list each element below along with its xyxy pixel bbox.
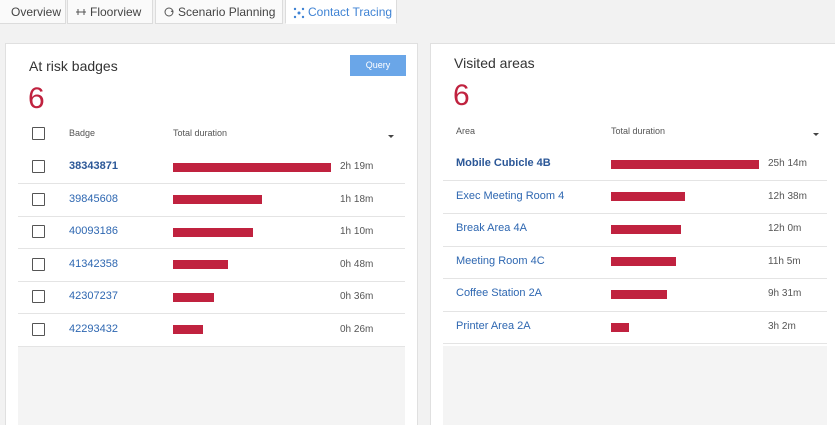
tab-icon <box>293 7 305 19</box>
row-name[interactable]: Meeting Room 4C <box>456 254 545 267</box>
tab-label: Contact Tracing <box>308 5 393 19</box>
row-separator <box>18 248 405 250</box>
count: 6 <box>28 82 45 115</box>
duration-label: 9h 31m <box>768 288 802 300</box>
duration-label: 11h 5m <box>768 255 801 267</box>
column-header: Total duration <box>173 128 228 138</box>
duration-label: 1h 10m <box>340 226 374 237</box>
tab[interactable]: Floorview <box>67 0 153 24</box>
duration-label: 12h 38m <box>768 190 807 202</box>
count: 6 <box>453 79 470 112</box>
tab-label: Overview <box>11 5 62 19</box>
row-separator <box>443 212 827 214</box>
duration-label: 0h 36m <box>340 291 374 302</box>
row-checkbox[interactable] <box>32 290 45 303</box>
duration-bar <box>611 322 629 332</box>
row-separator <box>443 245 827 247</box>
duration-label: 0h 26m <box>340 323 374 335</box>
row-name[interactable]: 39845608 <box>69 192 118 205</box>
row-separator <box>18 313 405 315</box>
duration-bar <box>611 257 676 267</box>
tab[interactable]: Scenario Planning <box>155 0 283 24</box>
row-checkbox[interactable] <box>32 257 45 271</box>
duration-label: 1h 18m <box>340 193 374 205</box>
column-header: Badge <box>69 128 96 138</box>
query-button[interactable]: Query <box>350 55 406 76</box>
row-separator <box>443 343 827 345</box>
select-all-checkbox[interactable] <box>32 127 45 140</box>
row-separator <box>18 280 405 282</box>
duration-bar <box>173 162 331 172</box>
sort-caret[interactable] <box>813 133 819 136</box>
panel-title: At risk badges <box>29 58 118 74</box>
row-name[interactable]: 41342358 <box>69 257 118 270</box>
duration-bar <box>173 325 203 334</box>
duration-bar <box>611 192 686 202</box>
column-header: Area <box>456 126 476 136</box>
row-name[interactable]: Coffee Station 2A <box>456 287 543 300</box>
duration-label: 0h 48m <box>340 258 374 270</box>
row-checkbox[interactable] <box>32 322 45 336</box>
areas-panel: Visited areas 6 Area Total duration Mobile… <box>430 43 835 425</box>
tab[interactable]: Contact Tracing <box>285 0 397 24</box>
table-empty-area <box>443 346 827 425</box>
tab[interactable]: Overview <box>0 0 66 24</box>
tab-icon <box>76 9 86 15</box>
row-name[interactable]: Mobile Cubicle 4B <box>456 157 551 169</box>
tab-icon <box>164 7 174 17</box>
row-separator <box>18 183 405 185</box>
duration-label: 2h 19m <box>340 161 374 172</box>
duration-bar <box>173 292 214 302</box>
duration-bar <box>611 289 667 299</box>
row-name[interactable]: 40093186 <box>69 225 118 237</box>
row-separator <box>443 278 827 280</box>
column-header: Total duration <box>611 126 666 136</box>
row-name[interactable]: Printer Area 2A <box>456 320 531 332</box>
duration-label: 25h 14m <box>768 158 807 169</box>
row-name[interactable]: 42307237 <box>69 290 118 302</box>
duration-bar <box>611 224 682 234</box>
panel-title: Visited areas <box>454 55 535 71</box>
sort-caret[interactable] <box>388 135 394 138</box>
badges-panel: At risk badges 6 Query Badge Total durati… <box>5 43 418 425</box>
row-name[interactable]: Exec Meeting Room 4 <box>456 189 565 202</box>
row-separator <box>443 310 827 312</box>
row-name[interactable]: 38343871 <box>69 160 118 172</box>
row-checkbox[interactable] <box>32 160 45 173</box>
row-name[interactable]: Break Area 4A <box>456 222 527 235</box>
duration-bar <box>173 260 228 269</box>
tab-label: Floorview <box>90 5 142 19</box>
duration-bar <box>611 159 759 169</box>
duration-bar <box>173 227 253 237</box>
row-separator <box>443 180 827 182</box>
row-checkbox[interactable] <box>32 192 45 206</box>
row-name[interactable]: 42293432 <box>69 322 118 335</box>
row-separator <box>18 215 405 217</box>
tab-label: Scenario Planning <box>178 5 276 19</box>
duration-label: 3h 2m <box>768 321 796 332</box>
duration-label: 12h 0m <box>768 223 802 235</box>
row-separator <box>18 345 405 347</box>
table-empty-area <box>18 346 405 425</box>
row-checkbox[interactable] <box>32 225 45 238</box>
duration-bar <box>173 195 262 204</box>
